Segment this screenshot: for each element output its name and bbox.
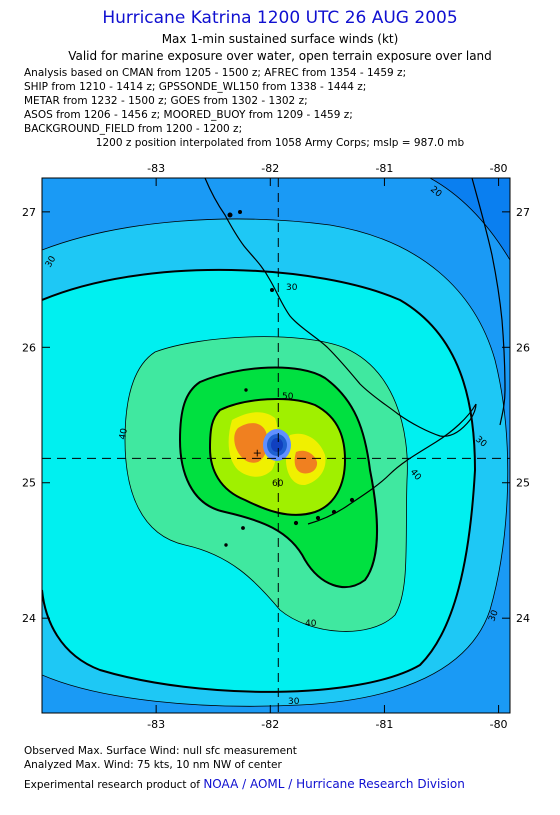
- contour-label: 40: [118, 427, 130, 440]
- lat-label-left: 24: [22, 612, 36, 625]
- contour-lines: [42, 178, 510, 707]
- contour-50kt: [178, 366, 378, 589]
- wind-field: + 30 30 30 20 40 40 40 50 60 30 30: [42, 178, 510, 713]
- analyzed-max-wind: Analyzed Max. Wind: 75 kts, 10 nm NW of …: [24, 759, 282, 771]
- lon-label-bottom: -81: [375, 718, 393, 731]
- analysis-line: BACKGROUND_FIELD from 1200 - 1200 z;: [24, 123, 243, 135]
- coast-island: [293, 520, 299, 526]
- coast-island: [270, 288, 274, 292]
- lon-label-top: -80: [490, 162, 508, 175]
- florida-coastline: [204, 178, 506, 547]
- contour-34kt: [42, 268, 477, 693]
- analysis-line: Analysis based on CMAN from 1205 - 1500 …: [24, 67, 407, 79]
- position-note: 1200 z position interpolated from 1058 A…: [95, 137, 465, 149]
- observed-max-wind: Observed Max. Surface Wind: null sfc mea…: [24, 745, 297, 757]
- lat-label-right: 25: [516, 477, 530, 490]
- lon-label-top: -82: [261, 162, 279, 175]
- map-frame: [41, 177, 511, 714]
- lon-label-bottom: -83: [147, 718, 165, 731]
- coast-island: [227, 212, 233, 218]
- lat-label-right: 26: [516, 341, 530, 354]
- florida-keys: [307, 403, 477, 525]
- analysis-line: METAR from 1232 - 1500 z; GOES from 1302…: [24, 95, 308, 107]
- lat-label-left: 27: [22, 206, 36, 219]
- map-ticks: -83 -83 -82 -82 -81 -81 -80 -80 27 27 26 26 25 25 24 24: [22, 162, 530, 731]
- contour-label: 60: [272, 479, 284, 489]
- hurricane-eye: [271, 438, 283, 452]
- analysis-line: SHIP from 1210 - 1414 z; GPSSONDE_WL150 …: [24, 81, 367, 93]
- coast-island: [244, 388, 248, 392]
- lat-label-left: 25: [22, 477, 36, 490]
- coast-island: [315, 515, 321, 521]
- contour-label: 50: [282, 392, 294, 402]
- hrd-credit-link[interactable]: NOAA / AOML / Hurricane Research Divisio…: [203, 777, 465, 791]
- credit-prefix: Experimental research product of: [24, 779, 200, 791]
- lat-label-right: 27: [516, 206, 530, 219]
- coast-island: [241, 526, 245, 530]
- coast-island: [331, 509, 337, 515]
- lon-label-bottom: -80: [490, 718, 508, 731]
- lon-label-top: -83: [147, 162, 165, 175]
- contour-label: 30: [286, 283, 298, 293]
- wind-core-max: [234, 423, 318, 474]
- lon-label-bottom: -82: [261, 718, 279, 731]
- contour-label: 30: [487, 609, 500, 623]
- contour-label: 40: [305, 619, 317, 629]
- storm-center-marker: +: [253, 446, 262, 459]
- lat-label-left: 26: [22, 341, 36, 354]
- subtitle-exposure: Valid for marine exposure over water, op…: [68, 49, 492, 63]
- analysis-line: ASOS from 1206 - 1456 z; MOORED_BUOY fro…: [24, 109, 353, 121]
- subtitle-wind-type: Max 1-min sustained surface winds (kt): [161, 32, 399, 46]
- florida-west-coast: [204, 178, 477, 437]
- florida-east-coast: [471, 178, 506, 426]
- contour-64kt: [208, 397, 347, 516]
- coast-island: [349, 497, 355, 503]
- coast-island: [238, 210, 242, 214]
- lat-label-right: 24: [516, 612, 530, 625]
- contour-20: [429, 178, 510, 261]
- coast-island: [224, 543, 228, 547]
- contour-label: 30: [288, 697, 300, 707]
- lon-label-top: -81: [375, 162, 393, 175]
- contour-30: [42, 218, 509, 707]
- contour-40: [124, 336, 408, 632]
- map-title: Hurricane Katrina 1200 UTC 26 AUG 2005: [102, 8, 458, 28]
